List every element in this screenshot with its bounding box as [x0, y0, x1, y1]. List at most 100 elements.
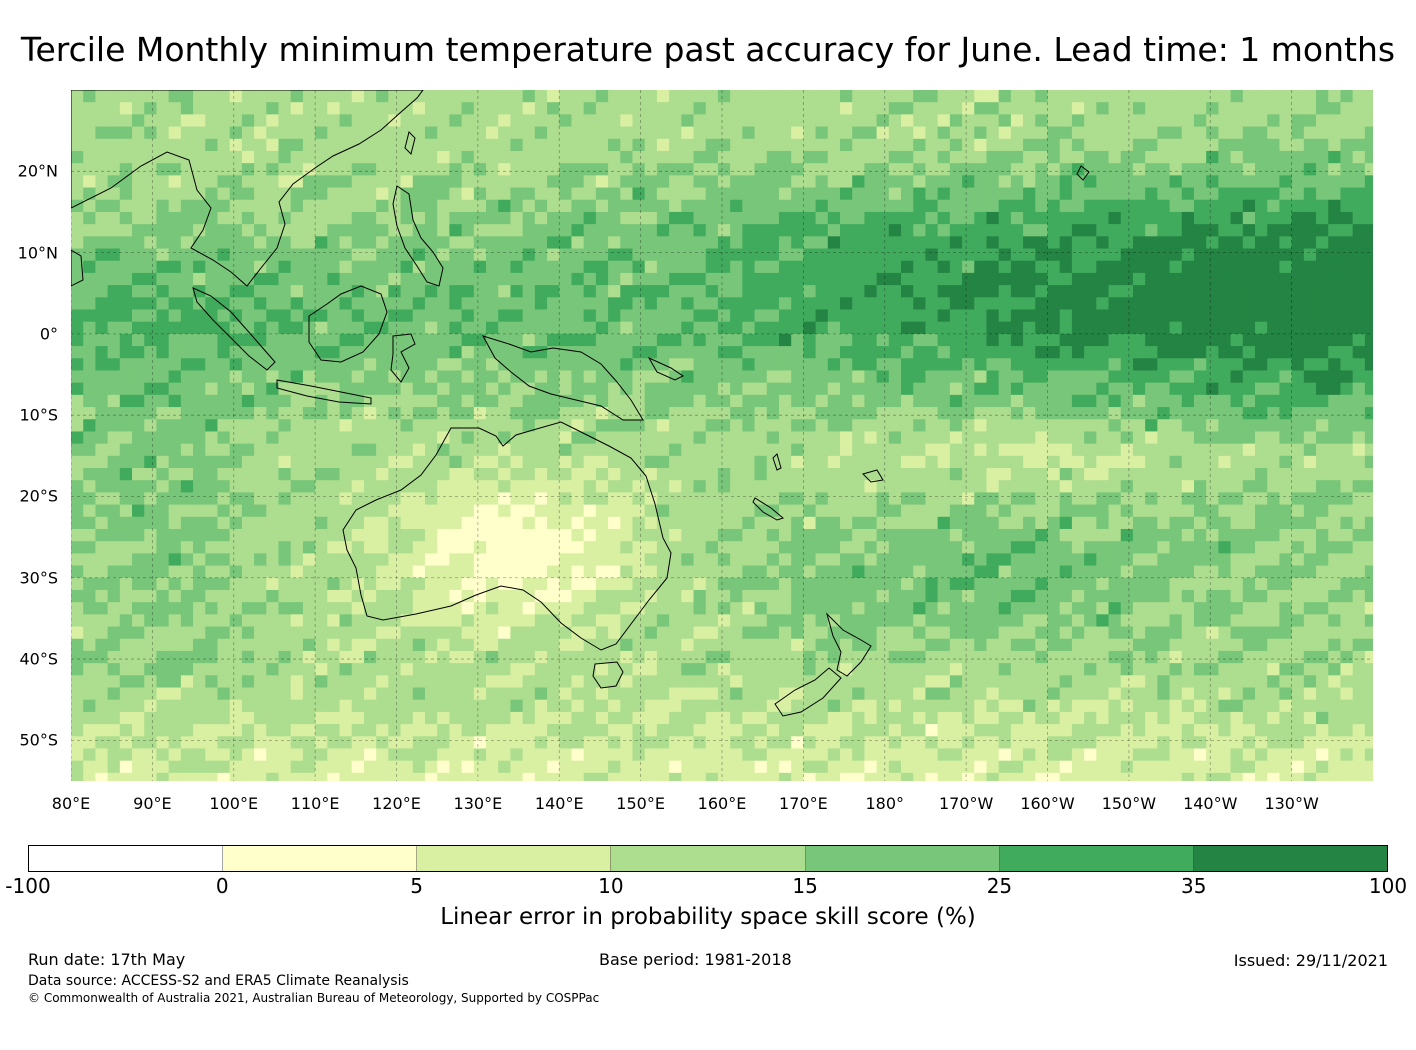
- skill-cell: [1279, 297, 1293, 310]
- skill-cell: [839, 187, 853, 201]
- skill-cell: [290, 297, 304, 310]
- skill-cell: [1242, 150, 1256, 164]
- skill-cell: [424, 297, 438, 310]
- skill-cell: [901, 577, 914, 591]
- skill-cell: [852, 297, 865, 310]
- skill-cell: [595, 260, 609, 274]
- skill-cell: [620, 577, 633, 591]
- skill-cell: [266, 163, 279, 176]
- skill-cell: [717, 492, 731, 505]
- skill-cell: [669, 370, 682, 384]
- skill-cell: [608, 492, 621, 505]
- skill-cell: [620, 638, 633, 652]
- skill-cell: [193, 175, 206, 188]
- skill-cell: [1120, 614, 1134, 627]
- skill-cell: [644, 175, 658, 188]
- skill-cell: [1255, 163, 1268, 176]
- skill-cell: [717, 528, 731, 542]
- skill-cell: [1047, 248, 1061, 262]
- skill-cell: [888, 431, 902, 445]
- skill-cell: [791, 199, 804, 213]
- skill-cell: [986, 602, 1000, 615]
- skill-cell: [1291, 211, 1305, 225]
- skill-cell: [156, 650, 170, 664]
- skill-cell: [778, 589, 792, 603]
- skill-cell: [193, 309, 206, 323]
- skill-cell: [522, 211, 536, 225]
- skill-cell: [156, 272, 170, 286]
- skill-cell: [1218, 358, 1231, 371]
- skill-cell: [559, 602, 572, 615]
- skill-cell: [1352, 394, 1366, 408]
- skill-cell: [205, 370, 218, 384]
- skill-cell: [1010, 321, 1024, 335]
- skill-cell: [1169, 163, 1183, 176]
- skill-cell: [803, 602, 816, 615]
- skill-cell: [571, 455, 585, 469]
- skill-cell: [1010, 346, 1024, 359]
- skill-cell: [913, 382, 926, 396]
- skill-cell: [791, 211, 804, 225]
- skill-cell: [778, 455, 792, 469]
- skill-cell: [1230, 211, 1244, 225]
- skill-cell: [559, 346, 572, 359]
- skill-cell: [437, 309, 450, 323]
- skill-cell: [595, 309, 609, 323]
- skill-cell: [400, 236, 414, 249]
- skill-cell: [1352, 175, 1366, 188]
- skill-cell: [1230, 150, 1244, 164]
- skill-cell: [595, 589, 609, 603]
- skill-cell: [437, 516, 450, 530]
- skill-cell: [156, 541, 170, 554]
- skill-cell: [827, 297, 841, 310]
- skill-cell: [510, 126, 524, 140]
- skill-cell: [1328, 187, 1341, 201]
- skill-cell: [95, 638, 109, 652]
- skill-cell: [241, 114, 255, 127]
- skill-cell: [754, 163, 768, 176]
- skill-cell: [1084, 321, 1097, 335]
- skill-cell: [266, 272, 279, 286]
- skill-cell: [962, 211, 975, 225]
- skill-cell: [83, 419, 96, 432]
- skill-cell: [71, 650, 84, 664]
- skill-cell: [681, 126, 694, 140]
- skill-cell: [1340, 358, 1354, 371]
- skill-cell: [583, 394, 597, 408]
- skill-cell: [705, 431, 719, 445]
- skill-cell: [1279, 589, 1293, 603]
- skill-cell: [669, 187, 682, 201]
- skill-cell: [339, 407, 353, 420]
- skill-cell: [278, 150, 292, 164]
- skill-cell: [1169, 504, 1183, 518]
- skill-cell: [1364, 211, 1373, 225]
- skill-cell: [534, 589, 548, 603]
- skill-cell: [327, 565, 340, 579]
- skill-cell: [266, 431, 279, 445]
- skill-cell: [168, 309, 182, 323]
- skill-cell: [363, 358, 377, 371]
- skill-cell: [1059, 565, 1073, 579]
- skill-cell: [1157, 553, 1170, 566]
- skill-cell: [742, 224, 755, 237]
- skill-cell: [1193, 455, 1207, 469]
- skill-cell: [901, 187, 914, 201]
- skill-cell: [986, 382, 1000, 396]
- skill-cell: [583, 492, 597, 505]
- skill-cell: [1255, 175, 1268, 188]
- skill-cell: [571, 407, 585, 420]
- skill-cell: [107, 150, 121, 164]
- skill-cell: [254, 553, 267, 566]
- skill-cell: [925, 638, 939, 652]
- skill-cell: [1096, 370, 1109, 384]
- skill-cell: [1010, 163, 1024, 176]
- skill-cell: [205, 541, 218, 554]
- skill-cell: [498, 614, 511, 627]
- skill-cell: [681, 114, 694, 127]
- skill-cell: [132, 321, 145, 335]
- skill-cell: [888, 175, 902, 188]
- skill-cell: [1035, 175, 1048, 188]
- skill-cell: [693, 431, 707, 445]
- skill-cell: [1255, 468, 1268, 481]
- skill-cell: [107, 297, 121, 310]
